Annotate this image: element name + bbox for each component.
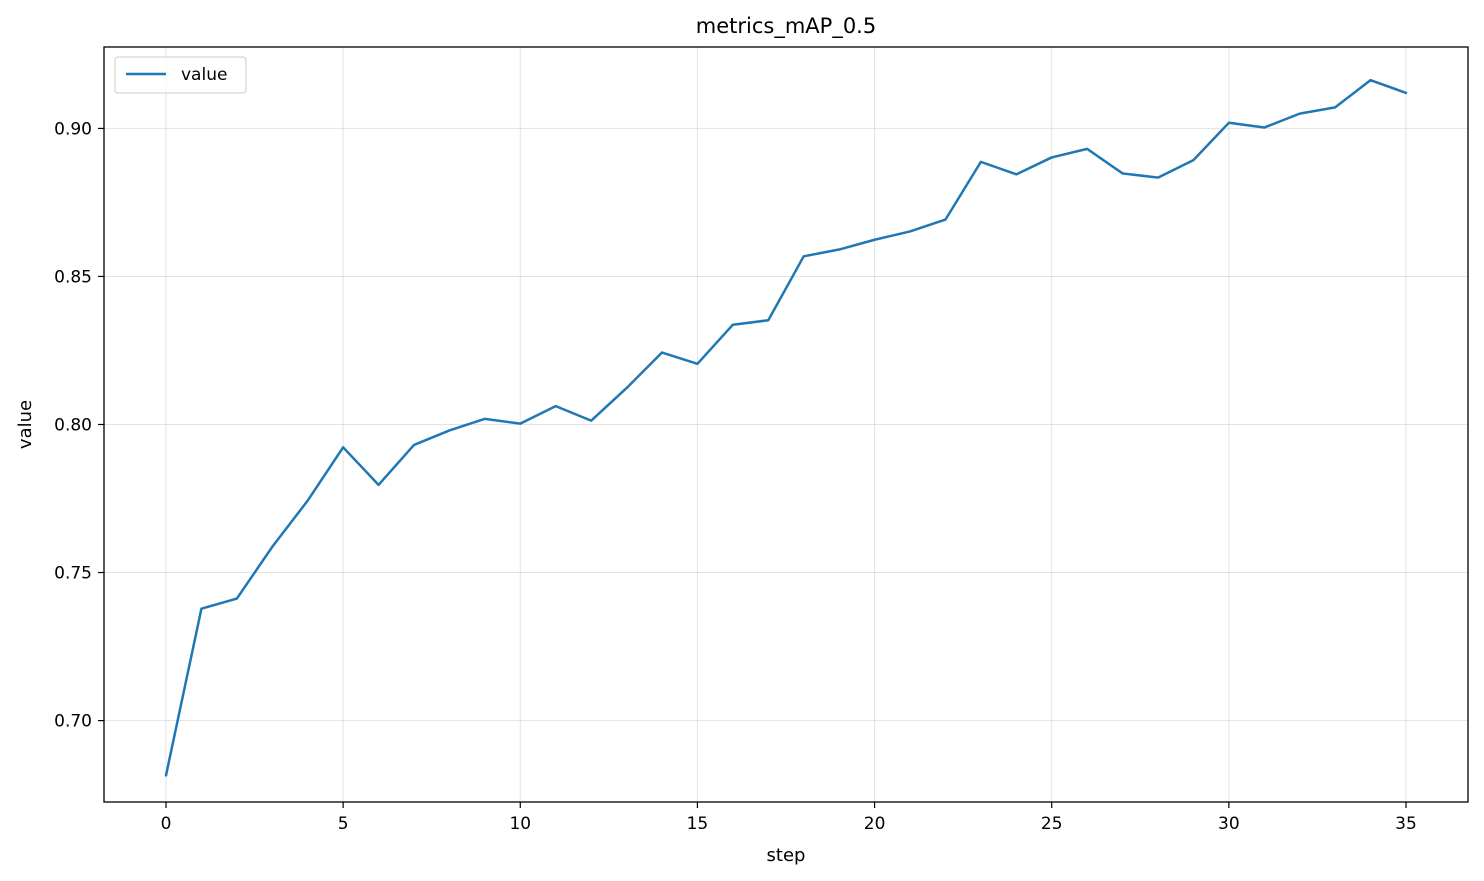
- legend-label: value: [181, 65, 227, 85]
- legend-box: [114, 56, 247, 94]
- y-axis: 0.70 0.75 0.80 0.85 0.90: [54, 119, 104, 732]
- series-layer: [164, 78, 1408, 777]
- x-tick-label: 20: [864, 814, 886, 834]
- x-tick-label: 25: [1041, 814, 1063, 834]
- x-tick-label: 30: [1218, 814, 1240, 834]
- x-axis: 0 5 10 15 20 25 30 35: [161, 802, 1417, 834]
- x-tick-label: 0: [161, 814, 172, 834]
- chart-title: metrics_mAP_0.5: [696, 14, 876, 39]
- y-tick-label: 0.70: [54, 712, 92, 732]
- x-tick-label: 10: [509, 814, 531, 834]
- series-line-value: [164, 78, 1408, 777]
- y-tick-label: 0.90: [54, 119, 92, 139]
- y-tick-label: 0.75: [54, 564, 92, 584]
- x-axis-label: step: [767, 845, 806, 866]
- x-tick-label: 35: [1395, 814, 1417, 834]
- gridlines: [104, 47, 1468, 802]
- x-tick-label: 5: [338, 814, 349, 834]
- x-tick-label: 15: [687, 814, 709, 834]
- y-axis-label: value: [15, 400, 36, 449]
- y-tick-label: 0.80: [54, 416, 92, 436]
- legend: value: [114, 56, 247, 94]
- y-tick-label: 0.85: [54, 267, 92, 287]
